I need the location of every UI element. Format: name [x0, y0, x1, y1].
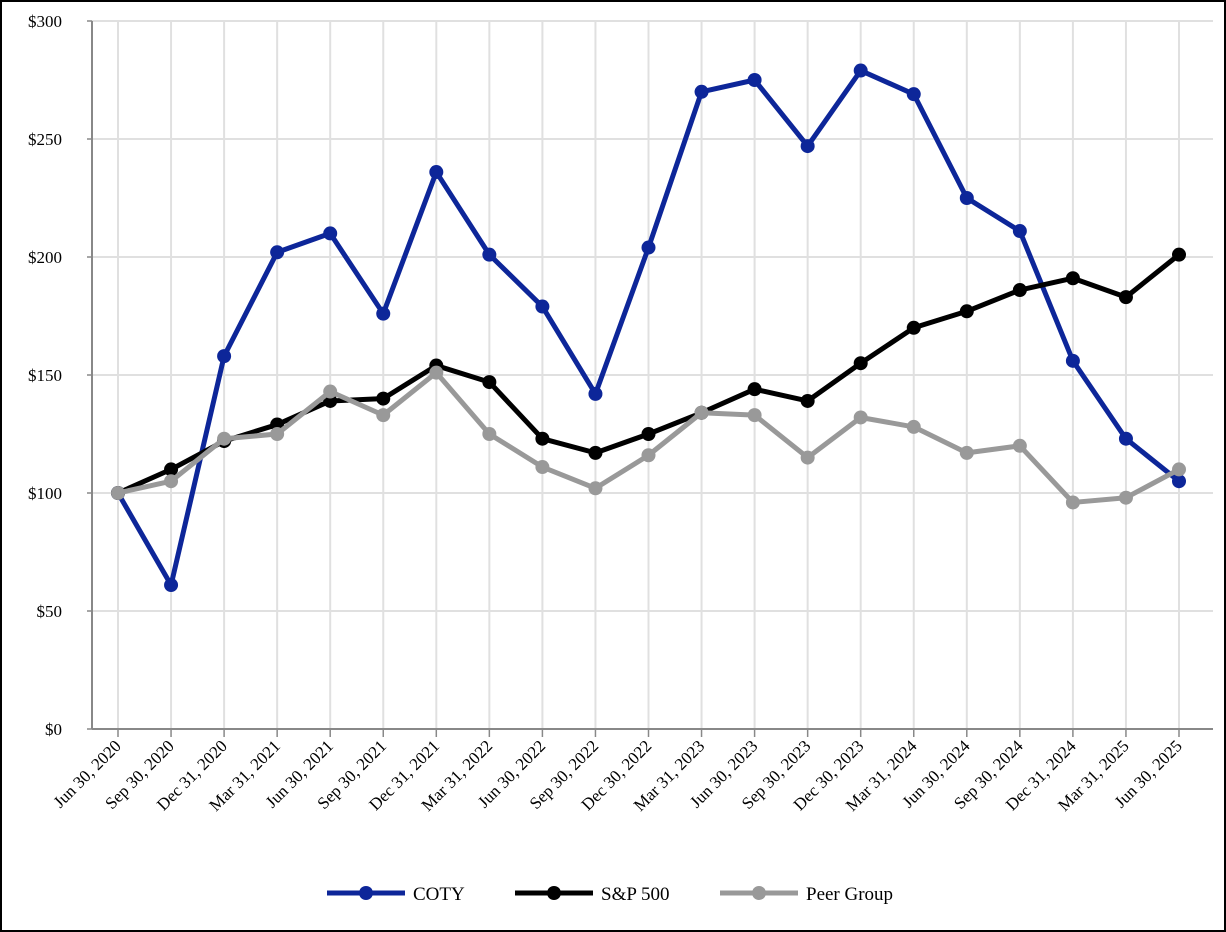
- data-point-peer-group: [164, 474, 179, 489]
- y-tick-label: $50: [37, 602, 63, 621]
- data-point-coty: [323, 226, 338, 241]
- data-point-peer-group: [853, 410, 868, 425]
- data-point-s-p-500: [535, 431, 550, 446]
- legend-label-s-p-500: S&P 500: [601, 884, 669, 905]
- data-point-peer-group: [429, 365, 444, 380]
- data-point-coty: [164, 578, 179, 593]
- data-point-peer-group: [1012, 438, 1027, 453]
- data-point-s-p-500: [1065, 271, 1080, 286]
- data-point-s-p-500: [1172, 247, 1186, 262]
- data-point-peer-group: [111, 486, 125, 500]
- data-point-coty: [1118, 431, 1133, 446]
- data-point-peer-group: [1065, 495, 1080, 510]
- data-point-coty: [800, 139, 815, 154]
- data-point-s-p-500: [747, 382, 762, 397]
- data-point-peer-group: [323, 384, 338, 399]
- data-point-peer-group: [1118, 490, 1133, 505]
- y-tick-label: $100: [28, 484, 62, 503]
- data-point-s-p-500: [906, 320, 921, 335]
- data-point-s-p-500: [959, 304, 974, 319]
- data-point-coty: [535, 299, 550, 314]
- data-point-coty: [747, 73, 762, 87]
- data-point-s-p-500: [588, 445, 603, 460]
- y-tick-label: $150: [28, 366, 62, 385]
- legend-marker-peer-group: [752, 886, 766, 900]
- data-point-peer-group: [588, 481, 603, 496]
- data-point-coty: [959, 191, 974, 205]
- data-point-s-p-500: [376, 391, 391, 406]
- data-point-peer-group: [376, 408, 391, 423]
- data-point-s-p-500: [853, 356, 868, 371]
- legend-label-coty: COTY: [413, 884, 465, 905]
- data-point-peer-group: [800, 450, 815, 465]
- data-point-coty: [482, 247, 497, 262]
- legend-marker-s-p-500: [547, 886, 561, 900]
- data-point-coty: [1065, 353, 1080, 368]
- data-point-peer-group: [535, 460, 550, 475]
- data-point-coty: [270, 245, 285, 260]
- data-point-s-p-500: [641, 427, 656, 441]
- data-point-coty: [217, 349, 232, 364]
- data-point-peer-group: [747, 408, 762, 423]
- data-point-peer-group: [1172, 462, 1186, 477]
- data-point-s-p-500: [1118, 290, 1133, 305]
- data-point-peer-group: [217, 431, 232, 446]
- data-point-coty: [694, 84, 709, 99]
- data-point-coty: [376, 306, 391, 321]
- data-point-coty: [853, 63, 868, 78]
- data-point-peer-group: [906, 419, 921, 434]
- data-point-peer-group: [959, 445, 974, 460]
- data-point-peer-group: [641, 448, 656, 463]
- data-point-coty: [1172, 474, 1186, 489]
- y-tick-label: $300: [28, 12, 62, 31]
- data-point-s-p-500: [482, 375, 497, 390]
- data-point-s-p-500: [164, 462, 179, 477]
- data-point-coty: [641, 240, 656, 255]
- y-tick-label: $0: [45, 720, 62, 739]
- y-tick-label: $200: [28, 248, 62, 267]
- data-point-peer-group: [482, 427, 497, 441]
- data-point-coty: [588, 386, 603, 401]
- data-point-coty: [429, 165, 444, 180]
- data-point-s-p-500: [1012, 283, 1027, 298]
- data-point-peer-group: [270, 427, 285, 441]
- legend-marker-coty: [359, 886, 373, 900]
- data-point-peer-group: [694, 405, 709, 420]
- y-tick-label: $250: [28, 130, 62, 149]
- data-point-coty: [906, 87, 921, 102]
- data-point-s-p-500: [800, 393, 815, 408]
- legend-label-peer-group: Peer Group: [806, 884, 893, 905]
- data-point-coty: [1012, 224, 1027, 239]
